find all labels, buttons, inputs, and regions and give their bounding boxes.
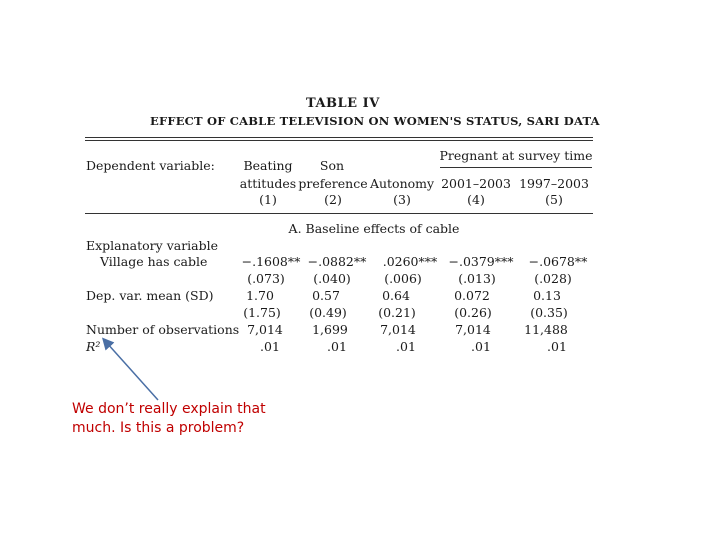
village-label: Village has cable <box>100 254 208 269</box>
col5-num: (5) <box>545 192 563 207</box>
nobs-label: Number of observations <box>86 322 240 337</box>
nobs-col1: 7,014 <box>247 322 283 337</box>
panel-a-header: A. Baseline effects of cable <box>288 221 460 236</box>
col-group-rule <box>440 167 592 168</box>
col-group-header: Pregnant at survey time <box>439 148 593 163</box>
nobs-col5: 11,488 <box>524 322 568 337</box>
mean-col3: 0.64 <box>382 288 410 303</box>
sd-col3: (0.21) <box>378 305 416 320</box>
sd-col4: (0.26) <box>454 305 492 320</box>
r2-col1: .01 <box>260 339 280 354</box>
col2-line2: preference <box>298 176 368 191</box>
mean-col5: 0.13 <box>533 288 561 303</box>
top-rule-1 <box>85 137 593 138</box>
r2-col2: .01 <box>327 339 347 354</box>
coef-col3: .0260*** <box>382 254 438 269</box>
sd-col2: (0.49) <box>309 305 347 320</box>
col4-num: (4) <box>467 192 485 207</box>
mean-col4: 0.072 <box>454 288 490 303</box>
col3-num: (3) <box>393 192 411 207</box>
r2-col3: .01 <box>396 339 416 354</box>
col3-line2: Autonomy <box>369 176 435 191</box>
annotation-note: We don’t really explain that much. Is th… <box>72 401 266 436</box>
sd-col1: (1.75) <box>243 305 281 320</box>
r2-col4: .01 <box>471 339 491 354</box>
table-subtitle: EFFECT OF CABLE TELEVISION ON WOMEN'S ST… <box>150 114 600 128</box>
col4-line2: 2001–2003 <box>441 176 511 191</box>
mean-col1: 1.70 <box>246 288 274 303</box>
nobs-col3: 7,014 <box>380 322 416 337</box>
nobs-col4: 7,014 <box>455 322 491 337</box>
coef-col4: −.0379*** <box>448 254 514 269</box>
expl-var-label: Explanatory variable <box>86 238 219 253</box>
se-col3: (.006) <box>384 271 422 286</box>
top-rule-2 <box>85 140 593 141</box>
se-col1: (.073) <box>247 271 285 286</box>
col2-line1: Son <box>319 158 345 173</box>
col1-num: (1) <box>259 192 277 207</box>
sd-col5: (0.35) <box>530 305 568 320</box>
dep-var-label: Dependent variable: <box>86 158 215 173</box>
col2-num: (2) <box>324 192 342 207</box>
coef-col1: −.1608** <box>241 254 301 269</box>
r2-col5: .01 <box>547 339 567 354</box>
se-col2: (.040) <box>313 271 351 286</box>
se-col4: (.013) <box>458 271 496 286</box>
col5-line2: 1997–2003 <box>519 176 589 191</box>
nobs-col2: 1,699 <box>312 322 348 337</box>
coef-col2: −.0882** <box>307 254 367 269</box>
dep-mean-label: Dep. var. mean (SD) <box>86 288 214 303</box>
col1-line2: attitudes <box>239 176 297 191</box>
r2-label: R² <box>86 339 101 354</box>
se-col5: (.028) <box>534 271 572 286</box>
table-title: TABLE IV <box>306 96 380 111</box>
col1-line1: Beating <box>243 158 293 173</box>
header-bottom-rule <box>85 213 593 214</box>
coef-col5: −.0678** <box>528 254 588 269</box>
mean-col2: 0.57 <box>312 288 340 303</box>
